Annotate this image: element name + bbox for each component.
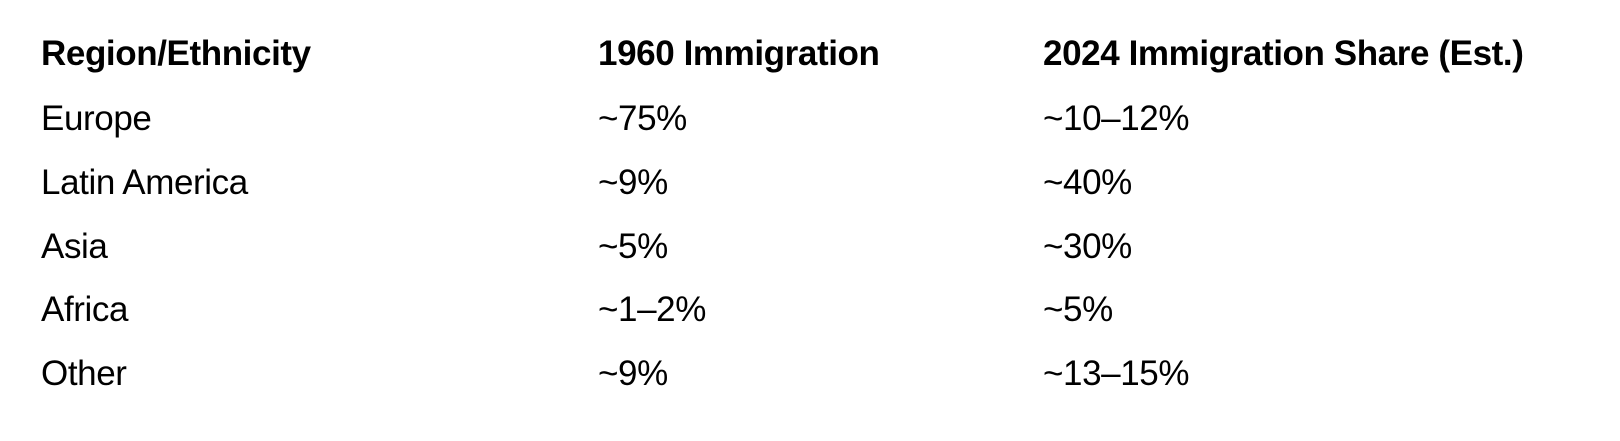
table-cell: ~10–12%	[1043, 99, 1190, 138]
table-cell: ~5%	[598, 227, 668, 266]
table-cell: ~5%	[1043, 290, 1113, 329]
table-cell: ~9%	[598, 163, 668, 202]
table-cell: ~30%	[1043, 227, 1132, 266]
table-cell: ~1–2%	[598, 290, 706, 329]
column-header: Region/Ethnicity	[41, 34, 311, 73]
table-cell: ~75%	[598, 99, 687, 138]
table-cell: Europe	[41, 99, 152, 138]
table-cell: ~13–15%	[1043, 354, 1190, 393]
table-cell: Latin America	[41, 163, 248, 202]
table-cell: Asia	[41, 227, 108, 266]
table-cell: Other	[41, 354, 127, 393]
column-header: 2024 Immigration Share (Est.)	[1043, 34, 1524, 73]
column-header: 1960 Immigration	[598, 34, 880, 73]
table-cell: ~40%	[1043, 163, 1132, 202]
table-cell: ~9%	[598, 354, 668, 393]
table-cell: Africa	[41, 290, 129, 329]
